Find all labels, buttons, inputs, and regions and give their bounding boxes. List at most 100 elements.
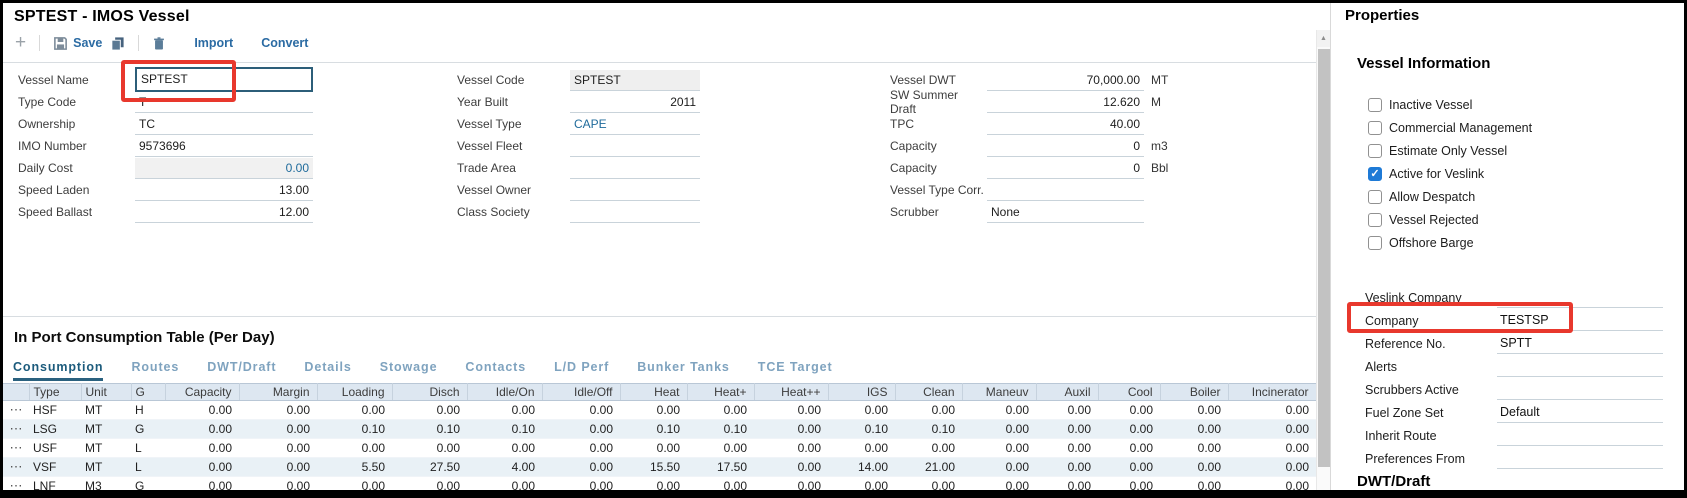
checkbox-vessel-rejected[interactable]: Vessel Rejected bbox=[1368, 208, 1532, 231]
cell-lnf-loading[interactable]: 0.00 bbox=[317, 476, 392, 490]
cell-usf-idle-on[interactable]: 0.00 bbox=[467, 438, 542, 458]
cell-usf-disch[interactable]: 0.00 bbox=[392, 438, 467, 458]
cell-vsf-heat[interactable]: 0.00 bbox=[754, 457, 828, 477]
cell-hsf-margin[interactable]: 0.00 bbox=[239, 400, 317, 420]
cell-lsg-heat[interactable]: 0.00 bbox=[754, 419, 828, 439]
cell-vsf-g[interactable]: L bbox=[131, 457, 165, 477]
capacity-field[interactable]: 0 bbox=[987, 135, 1144, 157]
cell-hsf-igs[interactable]: 0.00 bbox=[828, 400, 895, 420]
checkbox-commercial-management[interactable]: Commercial Management bbox=[1368, 116, 1532, 139]
cell-lsg-capacity[interactable]: 0.00 bbox=[165, 419, 239, 439]
checkbox-inactive-vessel[interactable]: Inactive Vessel bbox=[1368, 93, 1532, 116]
import-button[interactable]: Import bbox=[190, 36, 237, 50]
cell-lsg-disch[interactable]: 0.10 bbox=[392, 419, 467, 439]
tab-tce-target[interactable]: TCE Target bbox=[757, 360, 833, 374]
cell-usf-boiler[interactable]: 0.00 bbox=[1160, 438, 1228, 458]
veslink-company-field[interactable] bbox=[1497, 288, 1663, 308]
cell-usf-maneuv[interactable]: 0.00 bbox=[962, 438, 1036, 458]
cell-lnf-heat[interactable]: 0.00 bbox=[687, 476, 754, 490]
vessel-owner-field[interactable] bbox=[570, 179, 700, 201]
cell-usf-incinerator[interactable]: 0.00 bbox=[1228, 438, 1316, 458]
cell-usf-g[interactable]: L bbox=[131, 438, 165, 458]
cell-lsg-margin[interactable]: 0.00 bbox=[239, 419, 317, 439]
cell-hsf-heat[interactable]: 0.00 bbox=[620, 400, 687, 420]
cell-hsf-type[interactable]: HSF bbox=[29, 400, 81, 420]
class-society-field[interactable] bbox=[570, 201, 700, 223]
cell-lnf-maneuv[interactable]: 0.00 bbox=[962, 476, 1036, 490]
cell-hsf-auxil[interactable]: 0.00 bbox=[1036, 400, 1098, 420]
cell-lsg-cool[interactable]: 0.00 bbox=[1098, 419, 1160, 439]
alerts-field[interactable] bbox=[1497, 357, 1663, 377]
cell-lsg-auxil[interactable]: 0.00 bbox=[1036, 419, 1098, 439]
copy-button[interactable] bbox=[106, 36, 129, 51]
scrollbar-thumb[interactable] bbox=[1318, 49, 1330, 467]
row-menu-button[interactable]: ⋯ bbox=[3, 476, 29, 490]
inherit-route-field[interactable] bbox=[1497, 426, 1663, 446]
cell-hsf-idle-off[interactable]: 0.00 bbox=[542, 400, 620, 420]
vessel-code-field[interactable]: SPTEST bbox=[570, 69, 700, 91]
year-built-field[interactable]: 2011 bbox=[570, 91, 700, 113]
cell-vsf-clean[interactable]: 21.00 bbox=[895, 457, 962, 477]
cell-lnf-heat[interactable]: 0.00 bbox=[754, 476, 828, 490]
trade-area-field[interactable] bbox=[570, 157, 700, 179]
cell-usf-type[interactable]: USF bbox=[29, 438, 81, 458]
checkbox-offshore-barge[interactable]: Offshore Barge bbox=[1368, 231, 1532, 254]
cell-lsg-maneuv[interactable]: 0.00 bbox=[962, 419, 1036, 439]
row-menu-button[interactable]: ⋯ bbox=[3, 457, 29, 477]
row-menu-button[interactable]: ⋯ bbox=[3, 438, 29, 458]
add-button[interactable]: + bbox=[11, 33, 30, 52]
cell-usf-clean[interactable]: 0.00 bbox=[895, 438, 962, 458]
type-code-field[interactable]: T bbox=[135, 91, 313, 113]
delete-button[interactable] bbox=[148, 36, 170, 51]
cell-hsf-disch[interactable]: 0.00 bbox=[392, 400, 467, 420]
cell-usf-unit[interactable]: MT bbox=[81, 438, 131, 458]
cell-vsf-capacity[interactable]: 0.00 bbox=[165, 457, 239, 477]
cell-lnf-igs[interactable]: 0.00 bbox=[828, 476, 895, 490]
cell-lnf-margin[interactable]: 0.00 bbox=[239, 476, 317, 490]
vessel-fleet-field[interactable] bbox=[570, 135, 700, 157]
vessel-name-field[interactable]: SPTEST bbox=[135, 66, 313, 92]
cell-vsf-idle-off[interactable]: 0.00 bbox=[542, 457, 620, 477]
capacity-field[interactable]: 0 bbox=[987, 157, 1144, 179]
tpc-field[interactable]: 40.00 bbox=[987, 113, 1144, 135]
cell-lsg-type[interactable]: LSG bbox=[29, 419, 81, 439]
cell-lnf-auxil[interactable]: 0.00 bbox=[1036, 476, 1098, 490]
cell-lsg-idle-off[interactable]: 0.00 bbox=[542, 419, 620, 439]
cell-vsf-incinerator[interactable]: 0.00 bbox=[1228, 457, 1316, 477]
cell-lnf-capacity[interactable]: 0.00 bbox=[165, 476, 239, 490]
cell-vsf-disch[interactable]: 27.50 bbox=[392, 457, 467, 477]
cell-usf-auxil[interactable]: 0.00 bbox=[1036, 438, 1098, 458]
speed-laden-field[interactable]: 13.00 bbox=[135, 179, 313, 201]
cell-lsg-g[interactable]: G bbox=[131, 419, 165, 439]
cell-hsf-idle-on[interactable]: 0.00 bbox=[467, 400, 542, 420]
scrubbers-active-field[interactable] bbox=[1497, 380, 1663, 400]
cell-lsg-igs[interactable]: 0.10 bbox=[828, 419, 895, 439]
daily-cost-field[interactable]: 0.00 bbox=[135, 157, 313, 179]
sw-summer-draft-field[interactable]: 12.620 bbox=[987, 91, 1144, 113]
cell-usf-loading[interactable]: 0.00 bbox=[317, 438, 392, 458]
vessel-type-corr-field[interactable] bbox=[987, 179, 1144, 201]
cell-usf-margin[interactable]: 0.00 bbox=[239, 438, 317, 458]
cell-vsf-idle-on[interactable]: 4.00 bbox=[467, 457, 542, 477]
cell-vsf-maneuv[interactable]: 0.00 bbox=[962, 457, 1036, 477]
convert-button[interactable]: Convert bbox=[257, 36, 312, 50]
cell-vsf-cool[interactable]: 0.00 bbox=[1098, 457, 1160, 477]
cell-lnf-cool[interactable]: 0.00 bbox=[1098, 476, 1160, 490]
cell-vsf-heat[interactable]: 17.50 bbox=[687, 457, 754, 477]
fuel-zone-set-field[interactable]: Default bbox=[1497, 403, 1663, 423]
cell-lnf-unit[interactable]: M3 bbox=[81, 476, 131, 490]
cell-lsg-clean[interactable]: 0.10 bbox=[895, 419, 962, 439]
cell-hsf-capacity[interactable]: 0.00 bbox=[165, 400, 239, 420]
cell-vsf-margin[interactable]: 0.00 bbox=[239, 457, 317, 477]
ownership-field[interactable]: TC bbox=[135, 113, 313, 135]
cell-hsf-loading[interactable]: 0.00 bbox=[317, 400, 392, 420]
vertical-scrollbar[interactable]: ▲ bbox=[1316, 30, 1330, 490]
cell-usf-capacity[interactable]: 0.00 bbox=[165, 438, 239, 458]
cell-vsf-heat[interactable]: 15.50 bbox=[620, 457, 687, 477]
tab-l-d-perf[interactable]: L/D Perf bbox=[554, 360, 610, 374]
cell-lnf-disch[interactable]: 0.00 bbox=[392, 476, 467, 490]
cell-lnf-idle-on[interactable]: 0.00 bbox=[467, 476, 542, 490]
cell-lsg-incinerator[interactable]: 0.00 bbox=[1228, 419, 1316, 439]
cell-vsf-igs[interactable]: 14.00 bbox=[828, 457, 895, 477]
cell-hsf-g[interactable]: H bbox=[131, 400, 165, 420]
